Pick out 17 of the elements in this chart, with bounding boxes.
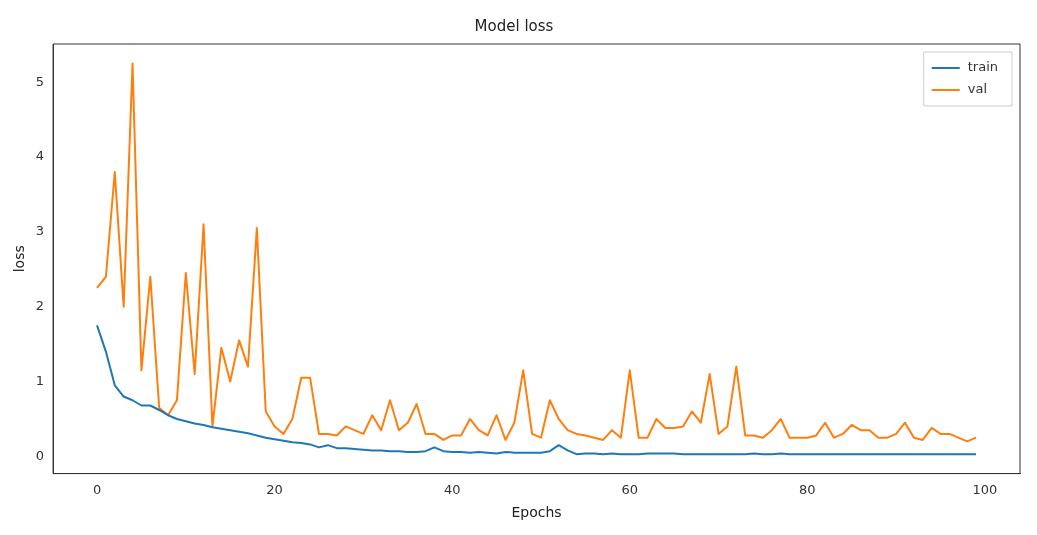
y-tick-label: 2 xyxy=(35,298,45,314)
chart-title: Model loss xyxy=(474,16,554,35)
y-tick-label: 5 xyxy=(35,73,45,89)
x-tick-label: 0 xyxy=(92,481,102,497)
y-axis-title: loss xyxy=(11,245,28,273)
legend-label: val xyxy=(967,81,988,97)
legend-label: train xyxy=(967,59,999,75)
x-tick-label: 60 xyxy=(621,481,639,497)
y-tick-label: 4 xyxy=(35,148,45,164)
y-tick-label: 0 xyxy=(35,447,45,463)
y-tick-label: 3 xyxy=(35,223,45,239)
x-tick-label: 100 xyxy=(972,481,998,497)
x-tick-label: 80 xyxy=(799,481,816,497)
y-tick-label: 1 xyxy=(35,372,45,388)
x-axis-title: Epochs xyxy=(511,504,562,521)
x-tick-label: 20 xyxy=(266,481,283,497)
x-tick-label: 40 xyxy=(443,481,461,497)
